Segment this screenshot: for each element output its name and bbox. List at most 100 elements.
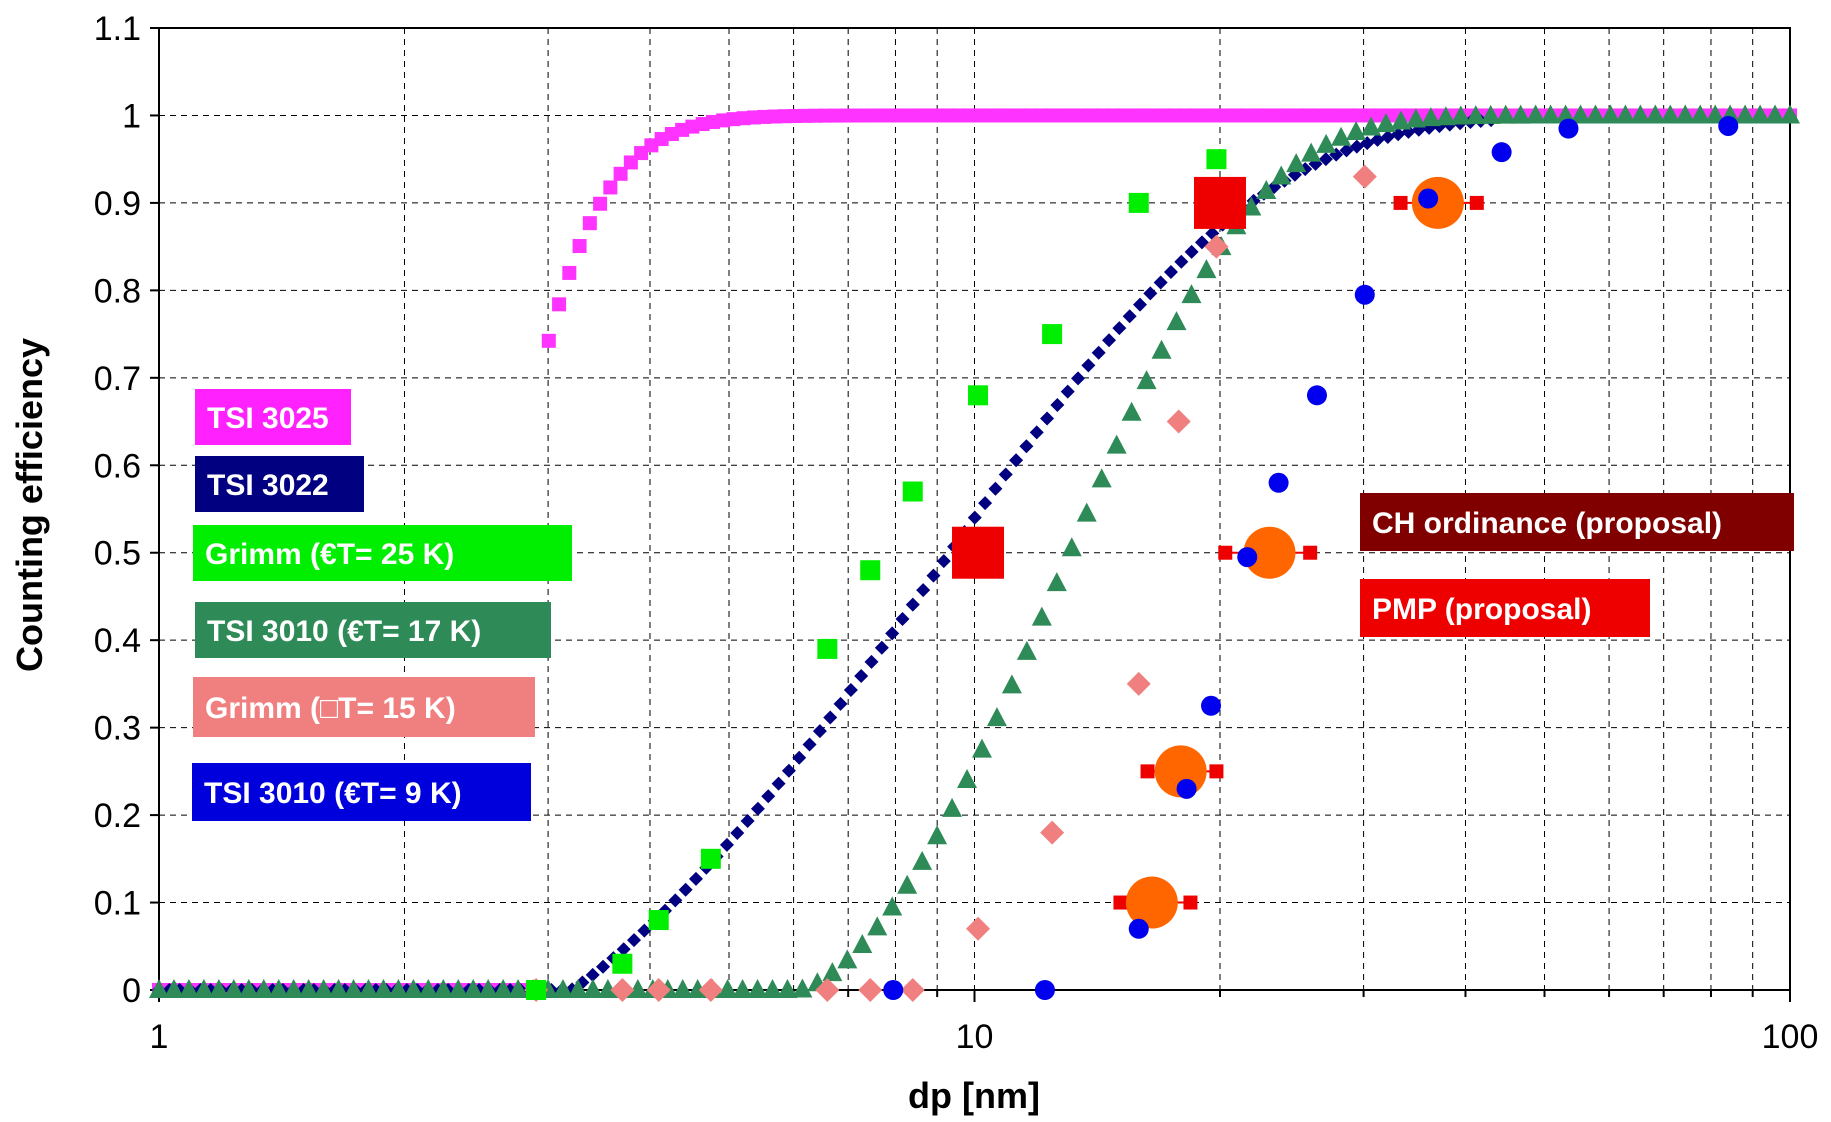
diamond-small-point [988, 481, 1003, 496]
diamond-small-point [1318, 152, 1333, 167]
x-tick-label: 10 [956, 1018, 994, 1056]
diamond-small-point [1081, 358, 1096, 373]
triangle-point [1241, 196, 1262, 216]
y-tick-label: 0.6 [94, 447, 141, 485]
diamond-small-point [1143, 286, 1158, 301]
diamond-small-point [688, 871, 703, 886]
triangle-point [1690, 104, 1711, 124]
circle-point [1034, 980, 1055, 1000]
diamond-small-point [637, 923, 652, 938]
legend-box [195, 456, 364, 512]
triangle-point [1540, 104, 1561, 124]
diamond-small-point [864, 654, 879, 669]
diamond-small-point [1091, 345, 1106, 360]
triangle-point [1465, 105, 1486, 125]
ch-ordinance-bar-end [1209, 764, 1224, 779]
square-point [902, 481, 923, 502]
triangle-point [223, 979, 244, 998]
data-marks [149, 104, 1800, 1002]
square-point [968, 385, 989, 406]
triangle-point [1091, 468, 1112, 488]
diamond-small-point [730, 826, 745, 841]
diamond-point [1040, 820, 1065, 845]
proposal-label-box [1360, 493, 1794, 551]
triangle-point [1495, 104, 1516, 124]
diamond-small-point [1029, 425, 1044, 440]
square-point [612, 953, 633, 974]
y-tick-label: 0 [122, 972, 141, 1010]
diamond-small-point [802, 737, 817, 752]
square-point [526, 980, 547, 1000]
triangle-point [1076, 502, 1097, 522]
ch-ordinance-bar-end [1218, 545, 1233, 560]
ch-ordinance-bar-end [1183, 895, 1198, 910]
triangle-point [1181, 284, 1202, 304]
triangle-point [1016, 640, 1037, 660]
legend-box [193, 677, 535, 737]
triangle-point [268, 979, 289, 998]
diamond-small-point [1050, 397, 1065, 412]
diamond-small-point [823, 710, 838, 725]
square-small-point [593, 196, 608, 211]
triangle-point [358, 979, 379, 998]
triangle-point [1256, 179, 1277, 199]
triangle-point [1660, 104, 1681, 124]
triangle-point [882, 896, 903, 916]
triangle-point [1031, 606, 1052, 626]
triangle-point [597, 979, 618, 998]
triangle-point [957, 769, 978, 789]
diamond-small-point [1122, 309, 1137, 324]
x-axis-title: dp [nm] [908, 1075, 1040, 1116]
circle-point [1306, 385, 1327, 406]
circle-point [1176, 778, 1197, 799]
diamond-small-point [967, 510, 982, 525]
square-small-point [582, 216, 597, 231]
diamond-point [966, 916, 991, 941]
circle-point [1201, 695, 1222, 716]
triangle-point [478, 979, 499, 998]
triangle-point [567, 979, 588, 998]
triangle-point [867, 916, 888, 936]
diamond-small-point [627, 933, 642, 948]
triangle-point [1630, 104, 1651, 124]
triangle-point [1510, 104, 1531, 124]
triangle-point [1271, 165, 1292, 185]
triangle-point [971, 738, 992, 758]
legend-label: Grimm (□T= 15 K) [205, 692, 456, 725]
triangle-point [463, 979, 484, 998]
y-axis-title: Counting efficiency [9, 338, 50, 672]
triangle-point [1420, 107, 1441, 127]
diamond-small-point [1339, 143, 1354, 158]
triangle-point [627, 979, 648, 998]
triangle-point [732, 979, 753, 998]
triangle-point [1615, 104, 1636, 124]
triangle-point [747, 979, 768, 998]
diamond-small-point [1071, 371, 1086, 386]
circle-large-with-bar-point [1125, 876, 1178, 929]
circle-point [1491, 142, 1512, 163]
triangle-point [1405, 108, 1426, 128]
triangle-point [448, 979, 469, 998]
triangle-point [1316, 133, 1337, 153]
circle-large-with-bar-point [1243, 526, 1296, 579]
ch-ordinance-bar-end [1393, 195, 1408, 210]
circle-point [1128, 918, 1149, 939]
diamond-point [610, 978, 635, 1002]
triangle-point [1136, 370, 1157, 390]
triangle-point [1286, 153, 1307, 173]
diamond-small-point [761, 789, 776, 804]
square-large-point [952, 526, 1005, 579]
ch-ordinance-bar-end [1140, 764, 1155, 779]
triangle-point [1525, 104, 1546, 124]
square-small-point [562, 265, 577, 280]
triangle-point [208, 979, 229, 998]
legend-label: TSI 3010 (€T= 17 K) [207, 615, 481, 648]
y-tick-label: 0.1 [94, 885, 141, 923]
triangle-point [508, 979, 529, 998]
diamond-small-point [812, 724, 827, 739]
triangle-point [1600, 104, 1621, 124]
y-tick-label: 1.1 [94, 10, 141, 48]
triangle-point [163, 979, 184, 998]
y-tick-label: 0.4 [94, 622, 141, 660]
legend-box [192, 763, 531, 821]
